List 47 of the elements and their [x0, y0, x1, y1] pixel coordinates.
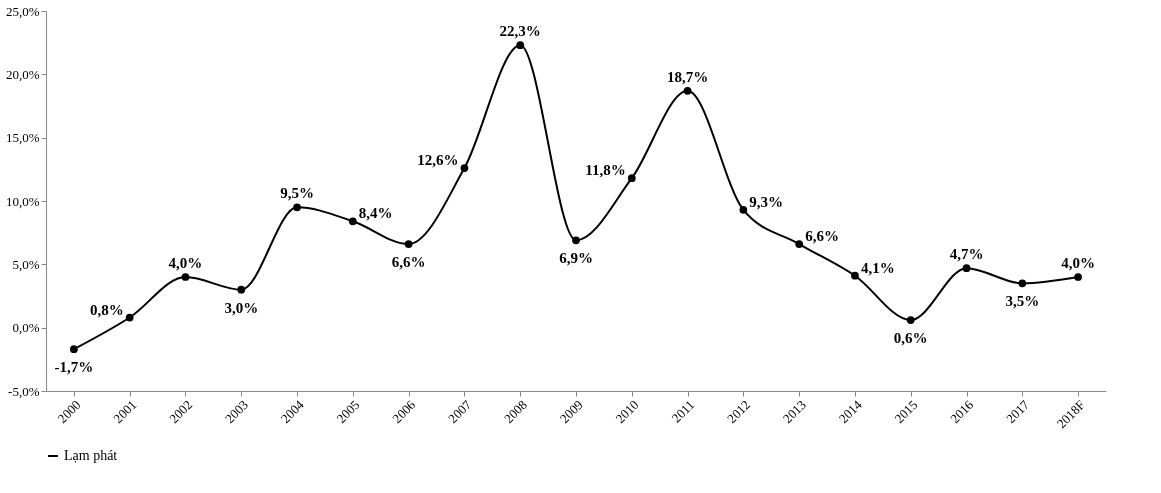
point: [795, 240, 804, 248]
y-tick-label: 15,0%: [5, 130, 40, 146]
point: [739, 206, 748, 214]
data-label: 0,8%: [89, 301, 124, 318]
point: [460, 164, 469, 172]
data-label: 4,7%: [949, 246, 984, 263]
legend-label: Lạm phát: [64, 448, 118, 463]
data-label: 22,3%: [499, 23, 541, 40]
point: [293, 203, 301, 212]
point: [851, 271, 859, 280]
point: [181, 273, 190, 281]
data-label: 4,1%: [860, 259, 895, 276]
point: [906, 316, 915, 324]
point: [404, 240, 413, 248]
data-label: 18,7%: [666, 68, 709, 85]
y-tick-label: 25,0%: [5, 3, 40, 19]
data-label: 8,4%: [358, 205, 393, 222]
point: [1074, 273, 1082, 281]
point: [683, 86, 692, 95]
point: [348, 217, 357, 226]
point: [572, 236, 580, 245]
data-label: 6,9%: [559, 250, 593, 267]
y-tick-label: 5,0%: [12, 256, 40, 272]
data-label: 9,3%: [749, 193, 784, 210]
data-label: 6,6%: [391, 254, 426, 271]
point: [1018, 279, 1027, 288]
data-label: 11,8%: [585, 162, 626, 179]
data-label: 0,6%: [893, 330, 928, 347]
point: [125, 313, 134, 322]
data-label: 9,5%: [280, 185, 314, 202]
y-tick-label: -5,0%: [8, 383, 40, 399]
point: [627, 174, 636, 183]
data-label: 4,0%: [168, 255, 203, 271]
point: [516, 41, 525, 50]
point: [70, 345, 78, 354]
y-tick-label: 0,0%: [12, 320, 40, 336]
data-label: 6,6%: [805, 228, 839, 245]
point: [962, 264, 971, 272]
point: [237, 285, 246, 294]
x-tick-label: 2011: [668, 397, 698, 426]
y-tick-label: 10,0%: [5, 193, 40, 209]
data-label: 4,0%: [1061, 255, 1095, 271]
data-label: 3,5%: [1005, 293, 1040, 310]
data-label: -1,7%: [54, 359, 94, 376]
y-tick-label: 20,0%: [5, 66, 40, 82]
data-label: 12,6%: [417, 152, 459, 169]
data-label: 3,0%: [224, 299, 259, 316]
